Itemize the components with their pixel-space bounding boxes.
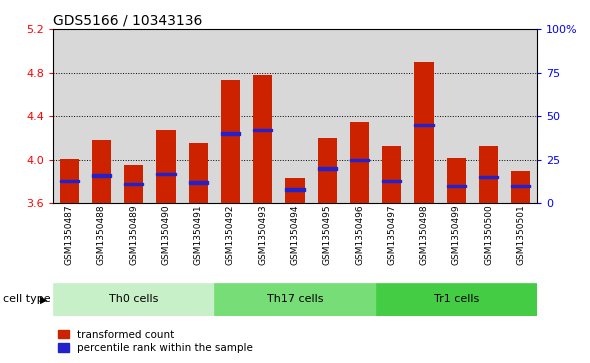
Bar	[124, 165, 143, 203]
Text: cell type: cell type	[3, 294, 51, 305]
Bar	[286, 188, 304, 191]
Bar	[86, 29, 117, 203]
Bar	[479, 146, 498, 203]
Bar	[343, 29, 376, 203]
Text: GDS5166 / 10343136: GDS5166 / 10343136	[53, 14, 202, 28]
Bar	[214, 29, 247, 203]
Bar	[376, 283, 537, 316]
Bar	[221, 80, 240, 203]
Bar	[92, 140, 111, 203]
Bar	[350, 159, 369, 161]
Text: Th0 cells: Th0 cells	[109, 294, 159, 305]
Bar	[376, 29, 408, 203]
Bar	[473, 29, 504, 203]
Bar	[414, 124, 434, 126]
Legend: transformed count, percentile rank within the sample: transformed count, percentile rank withi…	[58, 330, 253, 353]
Bar	[447, 185, 466, 187]
Bar	[53, 29, 86, 203]
Bar	[511, 171, 530, 203]
Bar	[440, 29, 473, 203]
Text: Tr1 cells: Tr1 cells	[434, 294, 479, 305]
Bar	[60, 159, 79, 203]
Text: Th17 cells: Th17 cells	[267, 294, 323, 305]
Bar	[182, 29, 214, 203]
Text: ▶: ▶	[40, 294, 48, 305]
Bar	[156, 172, 176, 175]
Bar	[286, 178, 304, 203]
Bar	[124, 183, 143, 185]
Bar	[311, 29, 343, 203]
Bar	[479, 176, 498, 179]
Bar	[247, 29, 279, 203]
Bar	[414, 62, 434, 203]
Bar	[317, 138, 337, 203]
Bar	[253, 129, 273, 131]
Bar	[279, 29, 311, 203]
Bar	[504, 29, 537, 203]
Bar	[382, 180, 401, 182]
Bar	[189, 143, 208, 203]
Bar	[150, 29, 182, 203]
Bar	[511, 185, 530, 187]
Bar	[53, 283, 214, 316]
Bar	[447, 158, 466, 203]
Bar	[214, 283, 376, 316]
Bar	[189, 181, 208, 184]
Bar	[408, 29, 440, 203]
Bar	[60, 180, 79, 182]
Bar	[117, 29, 150, 203]
Bar	[253, 75, 273, 203]
Bar	[221, 132, 240, 135]
Bar	[317, 167, 337, 170]
Bar	[156, 130, 176, 203]
Bar	[92, 174, 111, 177]
Bar	[382, 146, 401, 203]
Bar	[350, 122, 369, 203]
